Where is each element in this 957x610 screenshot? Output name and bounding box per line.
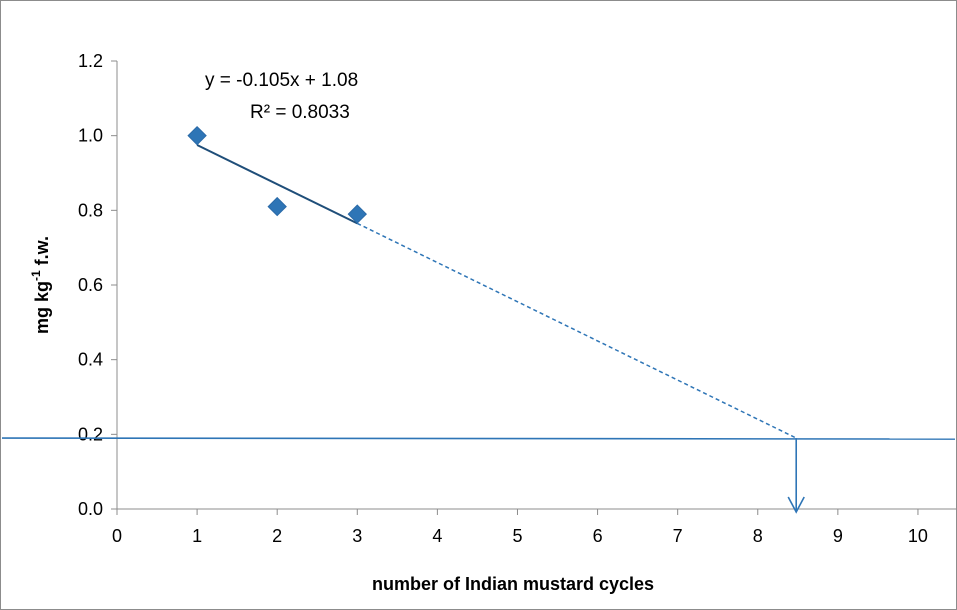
y-tick-label: 0.8 [78, 200, 103, 220]
x-tick-label: 6 [593, 526, 603, 546]
x-tick-label: 2 [272, 526, 282, 546]
r-squared-label: R² = 0.8033 [250, 102, 350, 123]
y-axis-title: mg kg-1 f.w. [29, 236, 52, 334]
x-tick-label: 9 [833, 526, 843, 546]
x-tick-label: 0 [112, 526, 122, 546]
y-tick-label: 0.4 [78, 350, 103, 370]
extrapolation-line [356, 222, 797, 439]
drop-arrow-head [787, 496, 805, 514]
threshold-line [1, 437, 956, 440]
x-tick-label: 3 [352, 526, 362, 546]
y-tick-label: 0.0 [78, 499, 103, 519]
trendline [196, 144, 358, 225]
x-tick-label: 5 [512, 526, 522, 546]
x-tick-label: 1 [192, 526, 202, 546]
data-point [347, 204, 367, 224]
x-tick-label: 10 [908, 526, 928, 546]
y-axis-title-tail: f.w. [32, 236, 52, 270]
y-axis-title-superscript: -1 [29, 270, 43, 281]
data-point [267, 196, 287, 217]
chart-marks [1, 125, 956, 514]
x-tick-label: 4 [432, 526, 442, 546]
x-axis-title: number of Indian mustard cycles [372, 574, 654, 594]
x-tick-label: 7 [673, 526, 683, 546]
trendline-equation: y = -0.105x + 1.08 [205, 70, 358, 91]
y-tick-label: 0.2 [78, 424, 103, 444]
data-point [187, 125, 207, 146]
x-tick-label: 8 [753, 526, 763, 546]
axes: 0.0 0.2 0.4 0.6 0.8 1.0 1.2 0 1 2 3 4 5 6 7 8 9 10 [78, 51, 957, 546]
y-tick-label: 1.0 [78, 126, 103, 146]
y-axis-title-base: mg kg [32, 281, 52, 334]
y-tick-label: 0.6 [78, 275, 103, 295]
y-tick-label: 1.2 [78, 51, 103, 71]
